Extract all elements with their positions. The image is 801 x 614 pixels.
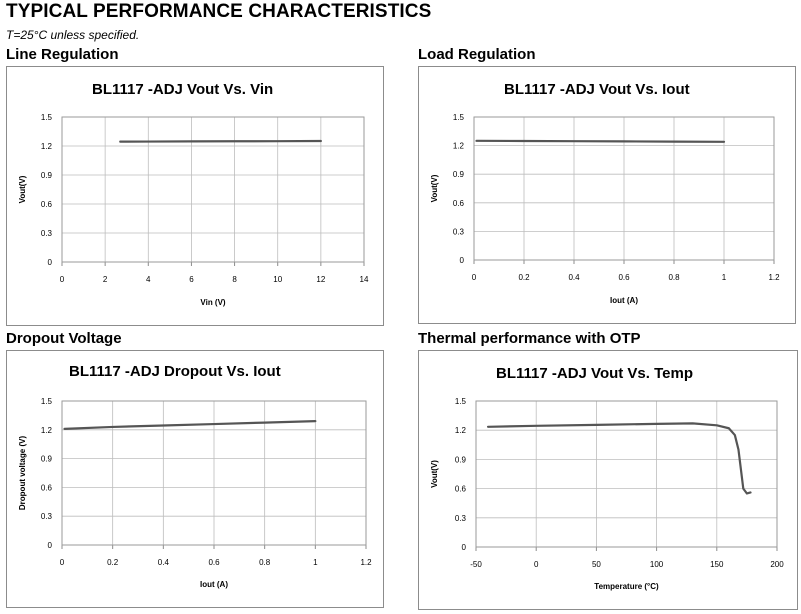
y-tick-label: 0.3 <box>453 227 465 236</box>
y-tick-label: 1.5 <box>41 397 53 406</box>
x-tick-label: 14 <box>360 275 369 284</box>
y-tick-label: 0.3 <box>41 512 53 521</box>
y-tick-label: 1.5 <box>41 113 53 122</box>
plot-area <box>61 116 365 263</box>
section-title-load-regulation: Load Regulation <box>418 46 536 63</box>
x-axis-label: Vin (V) <box>200 298 226 307</box>
x-tick-label: 100 <box>650 560 664 569</box>
series-line <box>475 139 726 143</box>
y-tick-label: 1.2 <box>455 426 467 435</box>
y-tick-label: 0.9 <box>455 455 467 464</box>
chart-panel-dropout-voltage: BL1117 -ADJ Dropout Vs. Iout 0 0.3 0.6 0.9 1.… <box>6 350 384 608</box>
x-tick-label: 0.2 <box>518 273 530 282</box>
y-tick-label: 1.2 <box>453 142 465 151</box>
y-tick-label: 0 <box>48 258 53 267</box>
y-tick-label: 0.6 <box>455 485 467 494</box>
chart-panel-load-regulation: BL1117 -ADJ Vout Vs. Iout 0 0.3 0.6 0.9 1.2 1.… <box>418 66 796 324</box>
x-tick-label: 0.4 <box>158 558 170 567</box>
x-tick-label: -50 <box>470 560 482 569</box>
y-tick-label: 0.9 <box>41 455 53 464</box>
x-tick-label: 1.2 <box>768 273 780 282</box>
y-tick-label: 1.2 <box>41 142 53 151</box>
x-tick-label: 0.2 <box>107 558 119 567</box>
x-tick-label: 1.2 <box>360 558 372 567</box>
page-subtitle: T=25°C unless specified. <box>6 28 140 42</box>
chart-title: BL1117 -ADJ Vout Vs. Iout <box>504 81 690 98</box>
series-line <box>119 139 322 143</box>
x-tick-label: 1 <box>722 273 727 282</box>
y-axis-label: Vout(V) <box>430 174 439 202</box>
y-tick-label: 0.9 <box>41 171 53 180</box>
x-axis-label: Iout (A) <box>200 580 228 589</box>
x-tick-label: 6 <box>189 275 194 284</box>
y-tick-label: 0.6 <box>41 200 53 209</box>
y-tick-label: 0 <box>460 256 465 265</box>
chart-svg: BL1117 -ADJ Vout Vs. Vin 0 0.3 0.6 0.9 1.2 1.5… <box>18 81 369 307</box>
chart-svg: BL1117 -ADJ Dropout Vs. Iout 0 0.3 0.6 0.9 1.… <box>18 363 372 589</box>
y-tick-label: 0.9 <box>453 170 465 179</box>
y-axis-label: Vout(V) <box>18 175 27 203</box>
chart-panel-thermal-performance: BL1117 -ADJ Vout Vs. Temp 0 0.3 0.6 0.9 1.2 1.… <box>418 350 798 610</box>
y-tick-label: 0.6 <box>453 199 465 208</box>
chart-title: BL1117 -ADJ Dropout Vs. Iout <box>69 363 281 380</box>
x-tick-label: 1 <box>313 558 318 567</box>
x-tick-label: 0 <box>472 273 477 282</box>
chart-title: BL1117 -ADJ Vout Vs. Temp <box>496 365 693 382</box>
y-axis-label: Dropout voltage (V) <box>18 436 27 511</box>
x-tick-label: 0.6 <box>208 558 220 567</box>
y-tick-label: 1.2 <box>41 426 53 435</box>
x-tick-label: 0.8 <box>668 273 680 282</box>
x-tick-label: 0 <box>534 560 539 569</box>
chart-title: BL1117 -ADJ Vout Vs. Vin <box>92 81 273 98</box>
y-tick-label: 0.3 <box>41 229 53 238</box>
series-line <box>486 422 752 495</box>
y-tick-label: 0.3 <box>455 514 467 523</box>
plot-area <box>61 400 367 546</box>
chart-svg: BL1117 -ADJ Vout Vs. Temp 0 0.3 0.6 0.9 1.2 1.… <box>430 365 784 591</box>
x-tick-label: 8 <box>232 275 237 284</box>
chart-svg: BL1117 -ADJ Vout Vs. Iout 0 0.3 0.6 0.9 1.2 1.… <box>430 81 780 305</box>
x-tick-label: 0 <box>60 275 65 284</box>
series-line <box>63 420 317 430</box>
x-axis-label: Temperature (°C) <box>594 582 659 591</box>
y-tick-label: 0.6 <box>41 483 53 492</box>
x-tick-label: 2 <box>103 275 108 284</box>
y-tick-label: 0 <box>48 541 53 550</box>
plot-area <box>475 400 778 548</box>
x-tick-label: 150 <box>710 560 724 569</box>
x-tick-label: 4 <box>146 275 151 284</box>
x-axis-label: Iout (A) <box>610 296 638 305</box>
x-tick-label: 0 <box>60 558 65 567</box>
chart-panel-line-regulation: BL1117 -ADJ Vout Vs. Vin 0 0.3 0.6 0.9 1.2 1.5… <box>6 66 384 326</box>
y-tick-label: 1.5 <box>453 113 465 122</box>
section-title-line-regulation: Line Regulation <box>6 46 119 63</box>
x-tick-label: 200 <box>770 560 784 569</box>
y-tick-label: 0 <box>462 543 467 552</box>
plot-area <box>473 116 775 261</box>
page-title: TYPICAL PERFORMANCE CHARACTERISTICS <box>6 1 432 22</box>
x-tick-label: 0.4 <box>568 273 580 282</box>
section-title-thermal-performance: Thermal performance with OTP <box>418 330 641 347</box>
y-axis-label: Vout(V) <box>430 460 439 488</box>
x-tick-label: 12 <box>316 275 325 284</box>
x-tick-label: 0.8 <box>259 558 271 567</box>
x-tick-label: 10 <box>273 275 282 284</box>
y-tick-label: 1.5 <box>455 397 467 406</box>
x-tick-label: 50 <box>592 560 601 569</box>
section-title-dropout-voltage: Dropout Voltage <box>6 330 122 347</box>
x-tick-label: 0.6 <box>618 273 630 282</box>
